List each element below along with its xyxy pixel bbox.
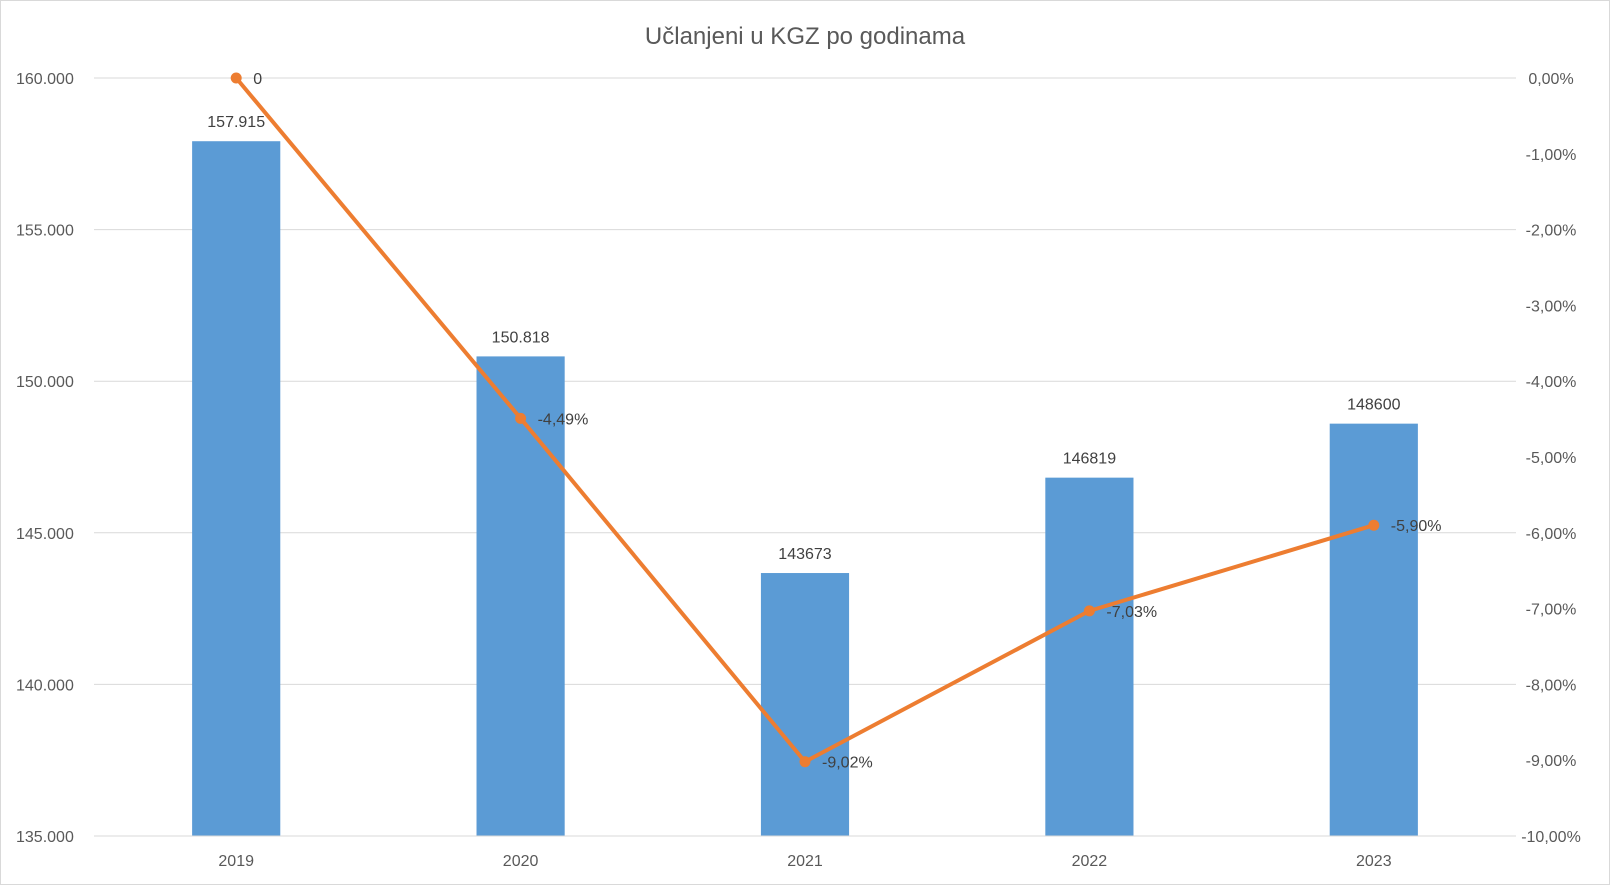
bar-data-label: 146819 (1063, 451, 1116, 468)
bar-2022 (1045, 477, 1134, 836)
right-tick-label: -10,00% (1521, 829, 1581, 846)
left-axis: 135.000 140.000 145.000 150.000 155.000 160.0… (16, 71, 74, 846)
right-tick-label: -2,00% (1526, 223, 1577, 240)
right-tick-label: -7,00% (1526, 602, 1577, 619)
bar-data-label: 157.915 (207, 114, 265, 131)
line-point-2020 (515, 412, 527, 424)
right-tick-label: -9,00% (1526, 753, 1577, 770)
line-data-label: -7,03% (1106, 604, 1157, 621)
line-data-label: 0 (253, 71, 262, 88)
right-tick-label: -4,00% (1526, 374, 1577, 391)
right-axis: 0,00% -1,00% -2,00% -3,00% -4,00% -5,00% -6,00… (1521, 71, 1581, 846)
right-tick-label: 0,00% (1528, 71, 1573, 88)
left-tick-label: 160.000 (16, 71, 74, 88)
left-tick-label: 155.000 (16, 223, 74, 240)
right-tick-label: -5,00% (1526, 450, 1577, 467)
bar-data-label: 148600 (1347, 397, 1400, 414)
bar-2023 (1329, 423, 1418, 836)
line-data-label: -9,02% (822, 755, 873, 772)
line-series: 0 -4,49% -9,02% -7,03% -5,90% (230, 71, 1442, 772)
x-tick-label: 2020 (503, 853, 539, 870)
left-tick-label: 145.000 (16, 526, 74, 543)
line-point-2022 (1083, 605, 1095, 617)
line-data-label: -5,90% (1391, 518, 1442, 535)
bar-series (192, 141, 1418, 837)
bar-data-label: 143673 (778, 546, 831, 563)
right-tick-label: -8,00% (1526, 677, 1577, 694)
line-data-label: -4,49% (538, 411, 589, 428)
line-point-2019 (230, 72, 242, 84)
x-tick-label: 2023 (1356, 853, 1392, 870)
x-tick-label: 2021 (787, 853, 823, 870)
right-tick-label: -1,00% (1526, 147, 1577, 164)
bar-data-labels: 157.915 150.818 143673 146819 148600 (207, 114, 1400, 563)
line-point-2021 (799, 756, 811, 768)
left-tick-label: 150.000 (16, 374, 74, 391)
bar-data-label: 150.818 (492, 329, 550, 346)
x-tick-label: 2022 (1072, 853, 1108, 870)
x-tick-label: 2019 (218, 853, 254, 870)
chart-title: Učlanjeni u KGZ po godinama (645, 23, 966, 50)
bar-2021 (760, 573, 850, 836)
line-point-2023 (1368, 519, 1380, 531)
left-tick-label: 140.000 (16, 677, 74, 694)
right-tick-label: -3,00% (1526, 298, 1577, 315)
left-tick-label: 135.000 (16, 829, 74, 846)
x-axis: 2019 2020 2021 2022 2023 (94, 835, 1516, 870)
bar-2019 (192, 141, 281, 837)
right-tick-label: -6,00% (1526, 526, 1577, 543)
bar-2020 (476, 356, 565, 836)
